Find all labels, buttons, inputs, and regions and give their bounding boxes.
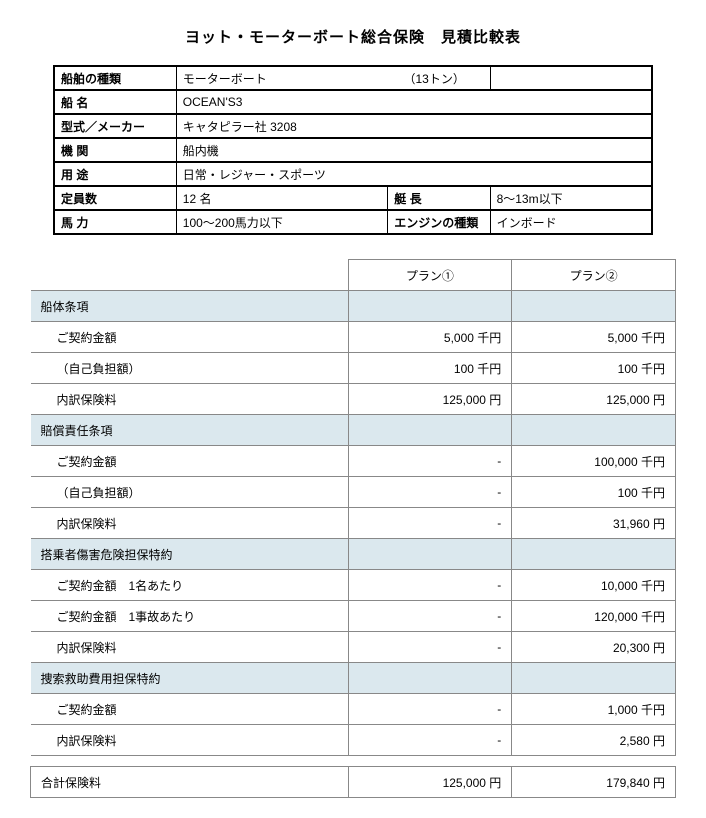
vessel-engine-loc-value: 船内機 (176, 138, 652, 162)
vessel-type-note: （13トン） (403, 72, 464, 86)
total-p2: 179,840 円 (512, 767, 676, 798)
vessel-model-value: キャタピラー社 3208 (176, 114, 652, 138)
row-p2: 125,000 円 (512, 384, 676, 415)
row-p2: 120,000 千円 (512, 601, 676, 632)
row-p1: - (348, 477, 512, 508)
vessel-engine-type-value: インボード (490, 210, 652, 234)
total-p1: 125,000 円 (348, 767, 512, 798)
page-title: ヨット・モーターボート総合保険 見積比較表 (30, 26, 676, 47)
row-p1: 5,000 千円 (348, 322, 512, 353)
vessel-hp-value: 100～200馬力以下 (176, 210, 387, 234)
vessel-info-table: 船舶の種類 モーターボート （13トン） 船 名 OCEAN'S3 型式／メーカ… (53, 65, 653, 235)
vessel-capacity-label: 定員数 (54, 186, 176, 210)
row-p2: 31,960 円 (512, 508, 676, 539)
row-p1: - (348, 632, 512, 663)
row-p2: 100 千円 (512, 477, 676, 508)
vessel-model-label: 型式／メーカー (54, 114, 176, 138)
section-blank-p1 (348, 663, 512, 694)
vessel-name-label: 船 名 (54, 90, 176, 114)
row-label: 内訳保険料 (31, 725, 349, 756)
row-p1: - (348, 570, 512, 601)
vessel-type-label: 船舶の種類 (54, 66, 176, 90)
vessel-engine-loc-label: 機 関 (54, 138, 176, 162)
vessel-name-value: OCEAN'S3 (176, 90, 652, 114)
vessel-type-text: モーターボート (183, 72, 267, 86)
row-p2: 5,000 千円 (512, 322, 676, 353)
row-p1: 125,000 円 (348, 384, 512, 415)
section-blank-p2 (512, 539, 676, 570)
section-title: 船体条項 (31, 291, 349, 322)
row-label: ご契約金額 (31, 322, 349, 353)
plans-table: プラン① プラン② 船体条項 ご契約金額5,000 千円5,000 千円 （自己… (30, 259, 676, 798)
section-blank-p1 (348, 539, 512, 570)
row-label: ご契約金額 1事故あたり (31, 601, 349, 632)
vessel-hp-label: 馬 力 (54, 210, 176, 234)
plans-header-blank (31, 260, 349, 291)
row-p2: 2,580 円 (512, 725, 676, 756)
row-p1: - (348, 694, 512, 725)
section-blank-p2 (512, 663, 676, 694)
row-p1: - (348, 508, 512, 539)
section-blank-p2 (512, 415, 676, 446)
section-blank-p1 (348, 291, 512, 322)
vessel-use-label: 用 途 (54, 162, 176, 186)
row-label: 内訳保険料 (31, 384, 349, 415)
row-label: （自己負担額） (31, 477, 349, 508)
plan1-header: プラン① (348, 260, 512, 291)
row-p1: - (348, 601, 512, 632)
vessel-length-value: 8～13m以下 (490, 186, 652, 210)
section-blank-p1 (348, 415, 512, 446)
vessel-type-value: モーターボート （13トン） (176, 66, 490, 90)
row-p2: 20,300 円 (512, 632, 676, 663)
total-label: 合計保険料 (31, 767, 349, 798)
vessel-use-value: 日常・レジャー・スポーツ (176, 162, 652, 186)
row-label: ご契約金額 1名あたり (31, 570, 349, 601)
row-p1: - (348, 725, 512, 756)
row-p2: 1,000 千円 (512, 694, 676, 725)
section-title: 搭乗者傷害危険担保特約 (31, 539, 349, 570)
section-title: 賠償責任条項 (31, 415, 349, 446)
row-label: 内訳保険料 (31, 508, 349, 539)
row-p1: 100 千円 (348, 353, 512, 384)
vessel-capacity-value: 12 名 (176, 186, 387, 210)
plan2-header: プラン② (512, 260, 676, 291)
row-p2: 10,000 千円 (512, 570, 676, 601)
row-p2: 100 千円 (512, 353, 676, 384)
row-label: （自己負担額） (31, 353, 349, 384)
row-p1: - (348, 446, 512, 477)
section-title: 捜索救助費用担保特約 (31, 663, 349, 694)
row-p2: 100,000 千円 (512, 446, 676, 477)
section-blank-p2 (512, 291, 676, 322)
vessel-length-label: 艇 長 (388, 186, 490, 210)
row-label: ご契約金額 (31, 446, 349, 477)
vessel-engine-type-label: エンジンの種類 (388, 210, 490, 234)
row-label: 内訳保険料 (31, 632, 349, 663)
row-label: ご契約金額 (31, 694, 349, 725)
vessel-type-blank (490, 66, 652, 90)
